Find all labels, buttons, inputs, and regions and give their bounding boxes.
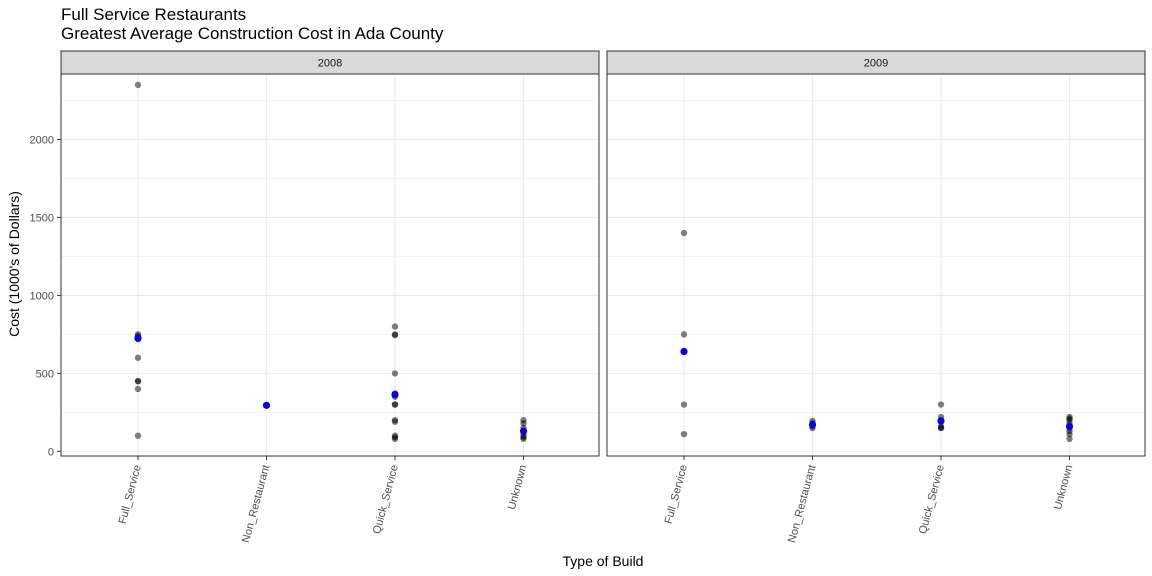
mean-point bbox=[937, 417, 945, 425]
data-point bbox=[134, 377, 142, 385]
data-point bbox=[134, 432, 142, 439]
data-point bbox=[391, 435, 399, 443]
x-tick-label: Unknown bbox=[506, 464, 529, 511]
x-tick-label: Full_Service bbox=[663, 464, 690, 526]
facet-strip-label: 2008 bbox=[318, 58, 342, 70]
data-point bbox=[680, 430, 688, 438]
data-point bbox=[937, 424, 945, 432]
mean-point bbox=[519, 427, 528, 435]
y-axis-title: Cost (1000's of Dollars) bbox=[6, 191, 22, 337]
data-point bbox=[1066, 435, 1073, 443]
x-tick-label: Quick_Service bbox=[917, 464, 947, 536]
data-point bbox=[391, 323, 399, 330]
panel-background bbox=[607, 74, 1145, 456]
chart-title: Full Service Restaurants bbox=[61, 5, 246, 24]
data-point bbox=[134, 354, 142, 361]
y-tick-label: 2000 bbox=[30, 134, 54, 146]
x-axis-title: Type of Build bbox=[563, 553, 644, 569]
data-point bbox=[520, 435, 527, 443]
facet-strip bbox=[60, 50, 600, 75]
data-point bbox=[391, 331, 399, 339]
facet-strip-label: 2009 bbox=[864, 58, 888, 70]
x-tick-label: Full_Service bbox=[117, 464, 144, 526]
data-point bbox=[391, 401, 399, 408]
mean-point bbox=[808, 420, 817, 429]
facet-panels: 2008 Full_Service Non_Restaurant Quick_Serv… bbox=[30, 50, 1146, 544]
y-tick-label: 500 bbox=[36, 368, 54, 380]
data-point bbox=[391, 370, 399, 377]
mean-point bbox=[680, 347, 688, 356]
y-tick-label: 1500 bbox=[30, 212, 54, 224]
y-tick-label: 0 bbox=[48, 446, 54, 458]
mean-point bbox=[391, 390, 399, 399]
data-point bbox=[680, 331, 688, 338]
mean-point bbox=[134, 334, 142, 342]
data-point bbox=[1066, 430, 1073, 438]
x-tick-label: Non_Restaurant bbox=[786, 464, 818, 544]
data-point bbox=[520, 420, 527, 427]
x-tick-label: Quick_Service bbox=[371, 464, 401, 536]
data-point bbox=[391, 418, 399, 425]
x-tick-label: Unknown bbox=[1052, 464, 1075, 511]
facet-panel-2009: 2009 Full_Service Non_Restaurant Quick_Serv… bbox=[606, 50, 1146, 544]
data-point bbox=[680, 229, 688, 237]
data-point bbox=[134, 81, 142, 89]
facet-panel-2008: 2008 Full_Service Non_Restaurant Quick_Serv… bbox=[30, 50, 600, 544]
chart-subtitle: Greatest Average Construction Cost in Ad… bbox=[61, 24, 444, 43]
panel-background bbox=[61, 74, 599, 456]
data-point bbox=[134, 385, 142, 393]
mean-point bbox=[262, 401, 271, 409]
y-tick-label: 1000 bbox=[30, 290, 54, 302]
data-point bbox=[680, 401, 688, 408]
mean-point bbox=[1065, 422, 1074, 430]
facet-strip bbox=[606, 50, 1146, 75]
data-point bbox=[937, 401, 945, 408]
x-tick-label: Non_Restaurant bbox=[240, 464, 272, 544]
